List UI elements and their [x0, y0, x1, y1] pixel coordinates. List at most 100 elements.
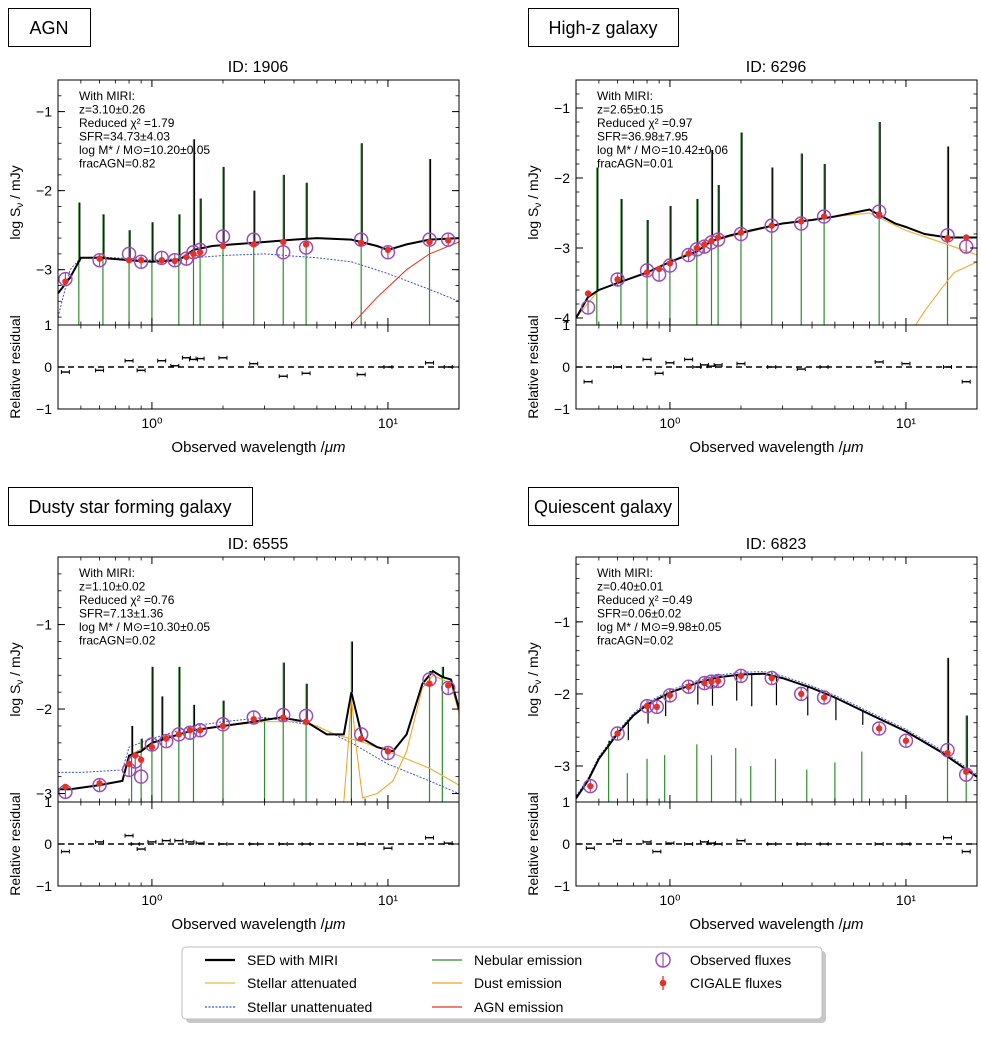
cigale-flux-point — [426, 680, 433, 687]
cigale-flux-point — [708, 237, 715, 245]
cigale-flux-point — [357, 735, 365, 742]
cigale-flux-point — [158, 256, 165, 264]
annotation-line: z=1.10±0.02 — [79, 580, 146, 594]
ylabel-residual: Relative residual — [7, 315, 23, 419]
ytick-label: −2 — [36, 701, 52, 717]
residual-ytick-label: 1 — [562, 317, 570, 333]
ylabel-flux: log Sν / mJy — [525, 165, 544, 239]
cigale-flux-point — [219, 722, 227, 730]
xtick-label: 10⁰ — [141, 892, 163, 908]
cigale-flux-point — [685, 683, 692, 690]
cigale-flux-point — [701, 679, 708, 687]
cigale-flux-point — [384, 748, 392, 755]
cigale-flux-point — [302, 241, 310, 248]
cigale-flux-point — [132, 752, 139, 759]
annotation-line: With MIRI: — [79, 566, 135, 580]
cigale-flux-point — [250, 716, 257, 723]
agn-emission-line — [351, 241, 459, 325]
cigale-flux-point — [62, 278, 69, 285]
sed-plot-area — [58, 139, 459, 325]
sed-plot-area — [576, 122, 977, 325]
residual-ytick-label: 1 — [562, 794, 570, 810]
cigale-flux-point — [685, 250, 692, 257]
ytick-label: −3 — [554, 758, 570, 774]
cigale-flux-point — [137, 756, 145, 763]
cigale-flux-point — [96, 780, 103, 787]
annotation-line: log M* / M⊙=10.30±0.05 — [79, 620, 210, 634]
dust-emission-line — [915, 261, 977, 325]
legend-label: CIGALE fluxes — [690, 975, 782, 991]
residual-ytick-label: 1 — [44, 794, 52, 810]
legend-cigale-icon — [659, 979, 667, 987]
annotation-line: z=2.65±0.15 — [597, 103, 664, 117]
residual-ytick-label: 1 — [44, 317, 52, 333]
cigale-flux-point — [62, 783, 69, 790]
cigale-flux-point — [302, 718, 310, 725]
annotation-line: fracAGN=0.01 — [597, 157, 674, 171]
cigale-flux-point — [737, 229, 745, 236]
xtick-label: 10¹ — [896, 415, 917, 431]
panel-title: ID: 6823 — [746, 536, 807, 553]
xlabel: Observed wavelength /μm — [171, 916, 345, 933]
cigale-flux-point — [125, 760, 133, 768]
cigale-flux-point — [643, 269, 651, 276]
sed-line — [58, 237, 459, 295]
legend-box — [181, 946, 823, 1020]
residual-ytick-label: 0 — [562, 359, 570, 375]
sed-plot-area — [58, 641, 459, 802]
panel-2: High-z galaxy ID: 6296 −4 −3 −2 −1 1 0 −1 10⁰ 10¹ W… — [525, 8, 978, 456]
cigale-flux-point — [768, 674, 775, 682]
ytick-label: −3 — [36, 262, 52, 278]
sed-plot-area — [576, 657, 977, 802]
cigale-flux-point — [587, 782, 594, 790]
cigale-flux-point — [280, 714, 287, 721]
category-label: Dusty star forming galaxy — [28, 497, 231, 517]
cigale-flux-point — [96, 255, 103, 262]
legend: SED with MIRI Stellar attenuated Stellar u… — [181, 946, 826, 1023]
ylabel-residual: Relative residual — [525, 315, 541, 419]
cigale-flux-point — [163, 735, 170, 742]
cigale-flux-point — [445, 682, 452, 689]
category-box — [8, 487, 253, 526]
ylabel-residual: Relative residual — [525, 792, 541, 896]
panel-3: Dusty star forming galaxy ID: 6555 −3 −2 −1 1… — [7, 487, 460, 933]
residual-ytick-label: −1 — [554, 878, 570, 894]
cigale-flux-point — [219, 242, 227, 250]
annotation-line: SFR=7.13±1.36 — [79, 607, 164, 621]
cigale-flux-point — [875, 211, 883, 218]
cigale-flux-point — [584, 290, 592, 297]
residual-ytick-label: 0 — [44, 359, 52, 375]
legend-label: Dust emission — [474, 975, 562, 991]
cigale-flux-point — [666, 692, 674, 699]
ytick-label: −2 — [36, 183, 52, 199]
annotation-line: fracAGN=0.82 — [79, 157, 156, 171]
category-label: AGN — [29, 18, 68, 38]
cigale-flux-point — [614, 730, 621, 737]
cigale-flux-point — [125, 256, 133, 264]
annotation-line: Reduced χ² =0.76 — [79, 593, 175, 607]
cigale-flux-point — [280, 238, 287, 246]
xtick-label: 10¹ — [378, 892, 399, 908]
xtick-label: 10⁰ — [659, 415, 681, 431]
annotation-line: fracAGN=0.02 — [79, 634, 156, 648]
cigale-flux-point — [798, 218, 805, 225]
annotation-line: SFR=0.06±0.02 — [597, 607, 682, 621]
panel-4: Quiescent galaxy ID: 6823 −3 −2 −1 1 0 −1 10⁰ 10¹… — [525, 487, 978, 933]
annotation-line: log M* / M⊙=9.98±0.05 — [597, 620, 722, 634]
cigale-flux-point — [798, 690, 805, 698]
ylabel-flux: log Sν / mJy — [525, 642, 544, 716]
cigale-flux-point — [963, 768, 970, 775]
annotation-line: log M* / M⊙=10.20±0.05 — [79, 143, 210, 157]
annotation-line: log M* / M⊙=10.42±0.06 — [597, 143, 728, 157]
panel-1: AGN ID: 1906 −3 −2 −1 1 0 −1 10⁰ 10¹ With MIRI:z=3… — [7, 8, 460, 456]
xlabel: Observed wavelength /μm — [171, 439, 345, 456]
legend-label: Nebular emission — [474, 952, 582, 968]
ylabel-flux: log Sν / mJy — [7, 165, 26, 239]
ytick-label: −3 — [554, 240, 570, 256]
cigale-flux-point — [653, 703, 661, 711]
xtick-label: 10¹ — [896, 892, 917, 908]
cigale-flux-point — [137, 256, 145, 264]
cigale-flux-point — [614, 276, 621, 283]
ylabel-residual: Relative residual — [7, 792, 23, 896]
